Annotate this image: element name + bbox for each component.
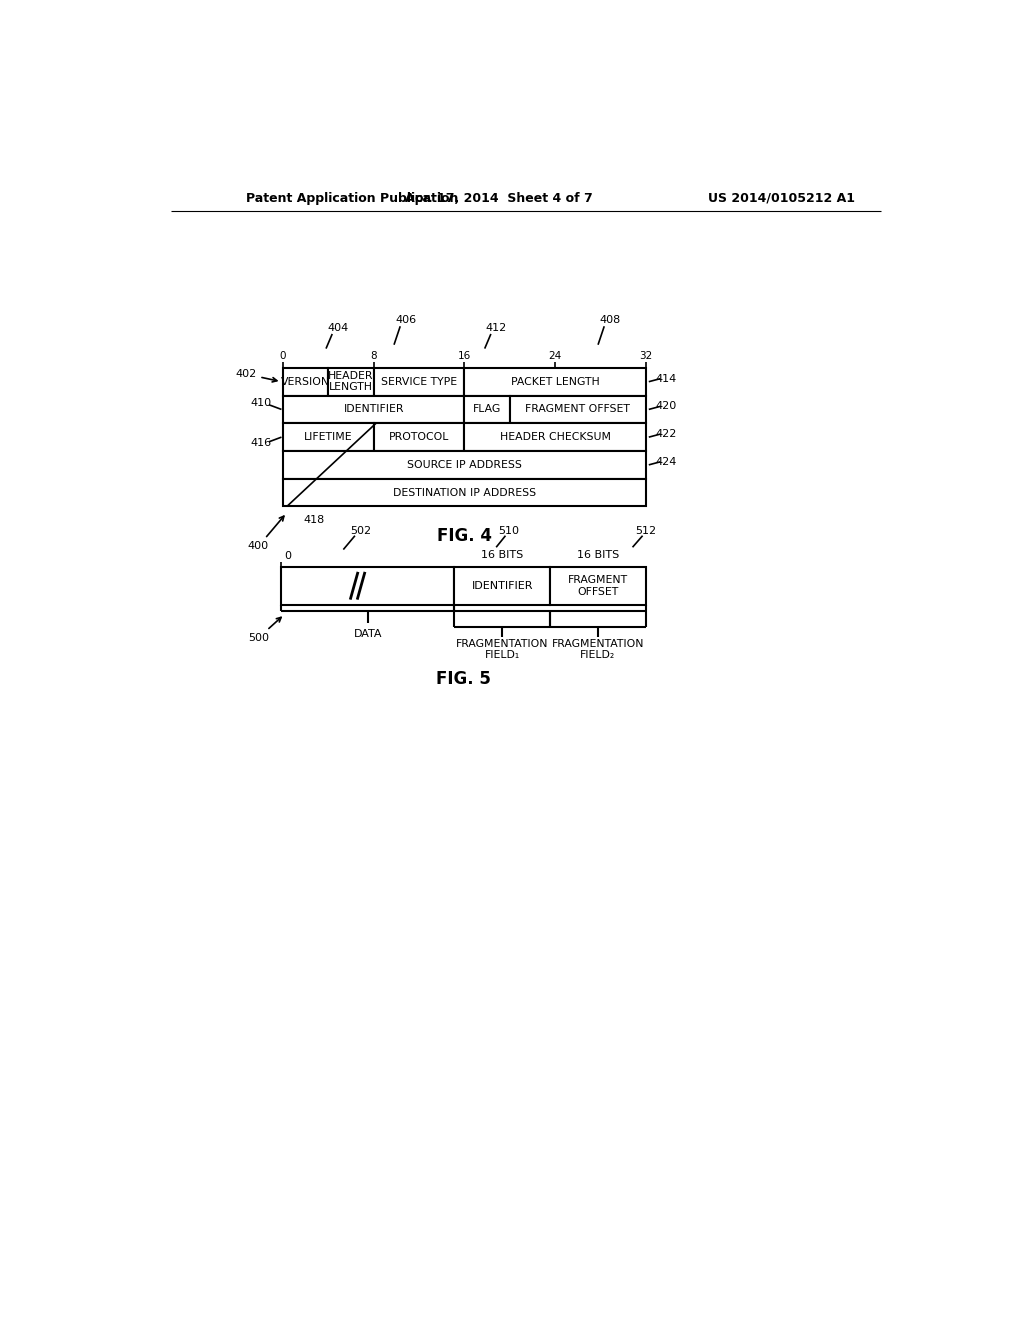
Text: FLAG: FLAG [473,404,501,414]
Text: Apr. 17, 2014  Sheet 4 of 7: Apr. 17, 2014 Sheet 4 of 7 [404,191,592,205]
Text: 418: 418 [303,515,325,525]
Bar [283,396,464,424]
Bar [283,424,374,451]
Text: 404: 404 [327,323,348,333]
Text: 406: 406 [395,315,416,325]
Text: 400: 400 [248,516,284,552]
Text: 500: 500 [248,618,282,643]
Text: SOURCE IP ADDRESS: SOURCE IP ADDRESS [407,459,522,470]
Bar [550,566,646,605]
Text: FRAGMENTATION
FIELD₁: FRAGMENTATION FIELD₁ [456,639,549,660]
Bar [464,396,510,424]
Text: FRAGMENT OFFSET: FRAGMENT OFFSET [525,404,630,414]
Text: 424: 424 [655,457,677,467]
Text: Patent Application Publication: Patent Application Publication [246,191,458,205]
Text: 420: 420 [655,401,677,412]
Text: 32: 32 [639,351,652,360]
Text: 512: 512 [635,527,656,536]
Text: 408: 408 [599,315,621,325]
Text: 422: 422 [655,429,677,440]
Text: SERVICE TYPE: SERVICE TYPE [381,376,457,387]
Text: 16 BITS: 16 BITS [481,550,523,560]
Text: FRAGMENTATION
FIELD₂: FRAGMENTATION FIELD₂ [552,639,644,660]
Bar [455,566,550,605]
Text: PACKET LENGTH: PACKET LENGTH [511,376,599,387]
Text: 510: 510 [498,527,519,536]
Text: 8: 8 [371,351,377,360]
Bar [464,424,646,451]
Text: DESTINATION IP ADDRESS: DESTINATION IP ADDRESS [393,487,536,498]
Text: FRAGMENT
OFFSET: FRAGMENT OFFSET [568,576,628,597]
Bar [374,368,464,396]
Text: VERSION: VERSION [282,376,330,387]
Bar [283,451,646,479]
Text: 0: 0 [284,550,291,561]
Text: IDENTIFIER: IDENTIFIER [343,404,403,414]
Bar [282,566,455,605]
Text: DATA: DATA [353,630,382,639]
Text: 16 BITS: 16 BITS [577,550,620,560]
Text: US 2014/0105212 A1: US 2014/0105212 A1 [708,191,855,205]
Text: IDENTIFIER: IDENTIFIER [472,581,534,591]
Text: 412: 412 [485,323,507,333]
Text: PROTOCOL: PROTOCOL [389,432,450,442]
Text: HEADER
LENGTH: HEADER LENGTH [329,371,374,392]
Bar [374,424,464,451]
Text: HEADER CHECKSUM: HEADER CHECKSUM [500,432,610,442]
Text: FIG. 4: FIG. 4 [437,527,492,545]
Text: 16: 16 [458,351,471,360]
Bar [510,396,646,424]
Bar [283,479,646,507]
Text: 414: 414 [655,374,677,384]
Text: 502: 502 [350,527,372,536]
Text: 0: 0 [280,351,287,360]
Text: LIFETIME: LIFETIME [304,432,352,442]
Text: FIG. 5: FIG. 5 [436,671,492,688]
Bar [283,368,329,396]
Bar [329,368,374,396]
Text: 24: 24 [549,351,561,360]
Text: 410: 410 [251,399,271,408]
Text: 402: 402 [236,370,276,381]
Bar [464,368,646,396]
Text: 416: 416 [251,438,271,449]
